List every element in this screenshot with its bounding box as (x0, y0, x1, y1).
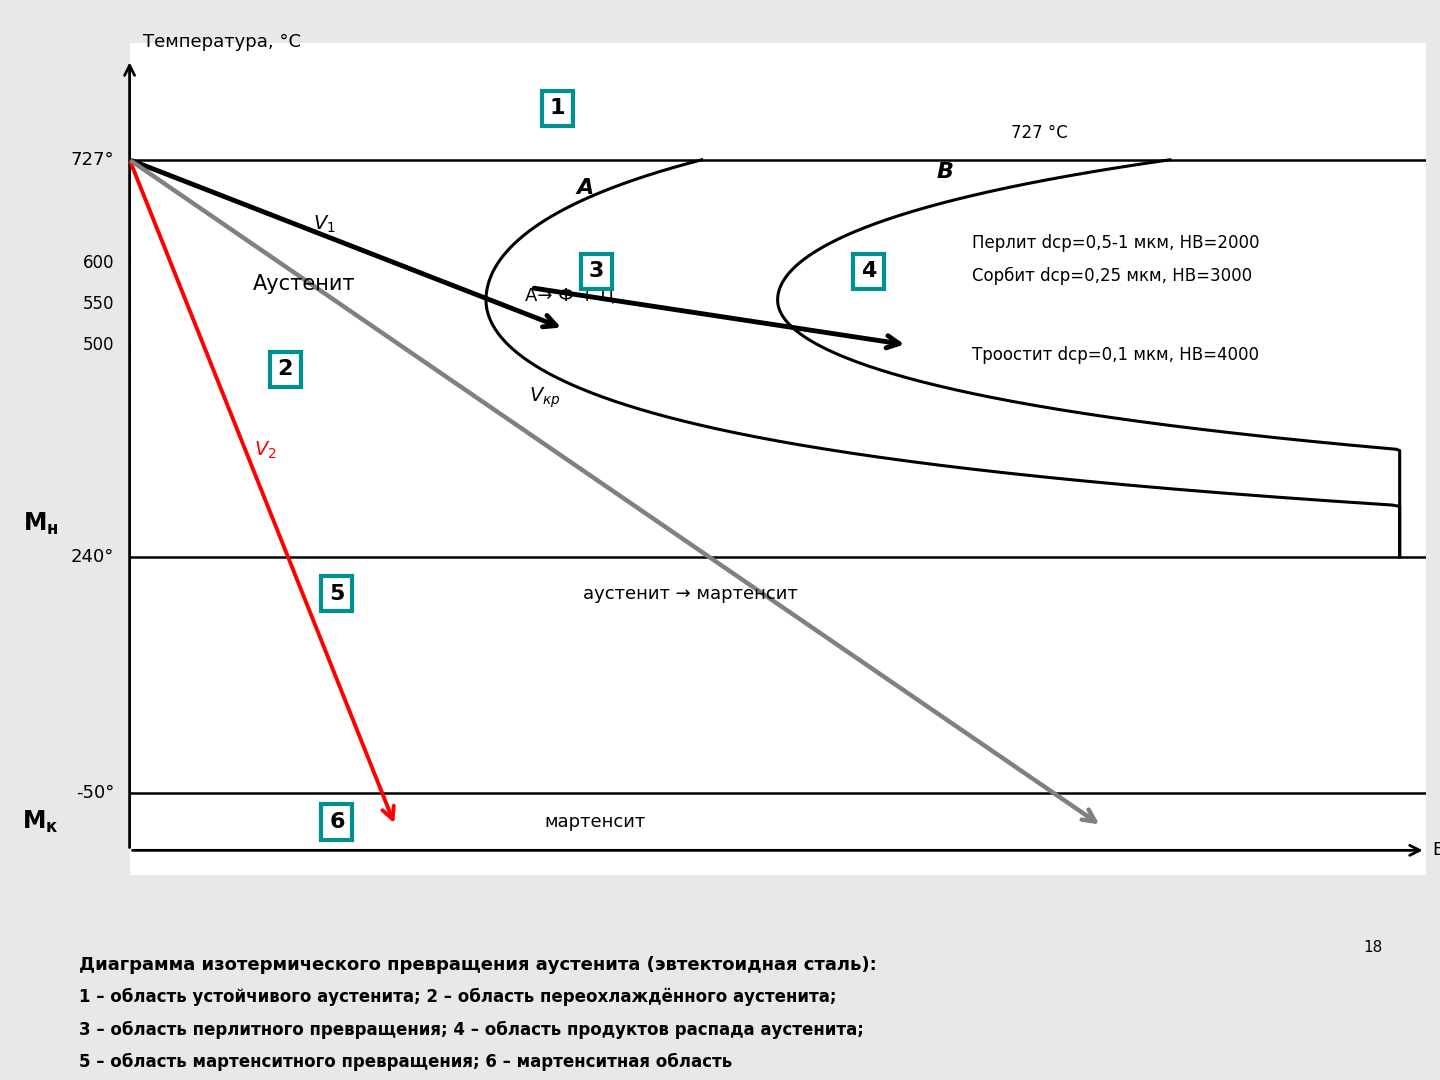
Text: 5: 5 (330, 583, 344, 604)
Text: аустенит → мартенсит: аустенит → мартенсит (583, 584, 798, 603)
Text: Время: Время (1431, 841, 1440, 860)
Text: 727°: 727° (71, 151, 114, 168)
Text: Температура, °С: Температура, °С (143, 33, 301, 52)
Text: Аустенит: Аустенит (253, 273, 356, 294)
Text: 550: 550 (82, 295, 114, 313)
Text: Перлит dср=0,5-1 мкм, НВ=2000: Перлит dср=0,5-1 мкм, НВ=2000 (972, 234, 1260, 252)
Text: Диаграмма изотермического превращения аустенита (эвтектоидная сталь):: Диаграмма изотермического превращения ау… (79, 956, 877, 974)
Text: $\mathbf{M_н}$: $\mathbf{M_н}$ (23, 511, 58, 538)
Text: А→ Ф + Ц: А→ Ф + Ц (524, 287, 615, 305)
Text: 600: 600 (82, 254, 114, 272)
Text: $\mathbf{M_к}$: $\mathbf{M_к}$ (22, 809, 58, 835)
Text: 3 – область перлитного превращения; 4 – область продуктов распада аустенита;: 3 – область перлитного превращения; 4 – … (79, 1021, 864, 1039)
Text: Сорбит dср=0,25 мкм, НВ=3000: Сорбит dср=0,25 мкм, НВ=3000 (972, 267, 1253, 285)
Text: $V_1$: $V_1$ (312, 214, 336, 234)
Text: 240°: 240° (71, 548, 114, 566)
Text: -50°: -50° (76, 784, 114, 802)
Text: A: A (576, 178, 593, 198)
Text: 5 – область мартенситного превращения; 6 – мартенситная область: 5 – область мартенситного превращения; 6… (79, 1053, 733, 1071)
Text: 727 °С: 727 °С (1011, 124, 1067, 141)
Text: 3: 3 (589, 261, 603, 282)
Text: 4: 4 (861, 261, 876, 282)
Text: мартенсит: мартенсит (544, 813, 645, 831)
Text: $V_2$: $V_2$ (255, 441, 276, 461)
Text: 1: 1 (550, 98, 564, 119)
Text: 2: 2 (278, 360, 292, 379)
Text: 1 – область устойчивого аустенита; 2 – область переохлаждённого аустенита;: 1 – область устойчивого аустенита; 2 – о… (79, 988, 837, 1007)
Text: B: B (937, 162, 953, 181)
Text: 500: 500 (82, 336, 114, 354)
Text: Троостит dср=0,1 мкм, НВ=4000: Троостит dср=0,1 мкм, НВ=4000 (972, 347, 1259, 364)
Text: $V_{кр}$: $V_{кр}$ (528, 386, 560, 410)
Text: 6: 6 (330, 812, 344, 832)
Text: 18: 18 (1364, 940, 1382, 955)
